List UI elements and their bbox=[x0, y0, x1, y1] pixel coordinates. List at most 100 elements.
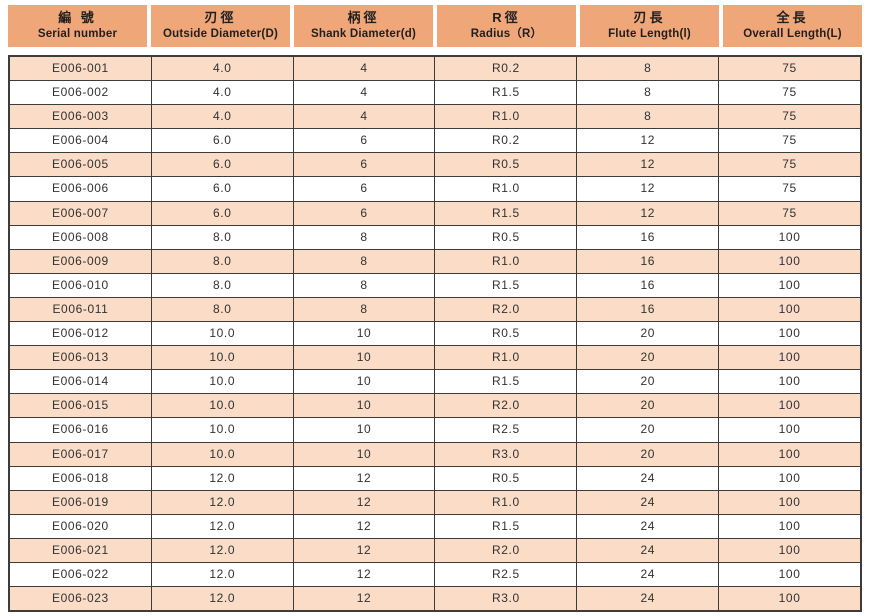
table-row: E006-003 4.0 4 R1.0 8 75 bbox=[10, 104, 860, 129]
table-row: E006-022 12.0 12 R2.5 24 100 bbox=[10, 561, 860, 587]
column-header-zh: R徑 bbox=[492, 10, 521, 26]
table-cell: 10 bbox=[292, 346, 435, 370]
table-row: E006-018 12.0 12 R0.5 24 100 bbox=[10, 465, 860, 490]
table-cell: E006-023 bbox=[51, 591, 109, 606]
table-cell: R1.0 bbox=[434, 490, 576, 514]
table-cell: R1.0 bbox=[434, 346, 576, 370]
table-cell: 8 bbox=[292, 273, 435, 297]
table-cell: 12.0 bbox=[150, 587, 293, 611]
table-cell: 24 bbox=[576, 562, 718, 587]
table-row: E006-008 8.0 8 R0.5 16 100 bbox=[10, 224, 860, 249]
table-cell: R2.0 bbox=[434, 394, 576, 418]
column-header-zh: 刃長 bbox=[633, 10, 666, 26]
table-cell: E006-018 bbox=[51, 470, 109, 485]
table-cell: 10 bbox=[292, 418, 435, 442]
table-cell: 12.0 bbox=[150, 538, 293, 562]
table-cell: 12 bbox=[292, 514, 435, 538]
table-cell: 12 bbox=[576, 201, 718, 225]
table-cell: 10 bbox=[292, 442, 435, 466]
table-cell: 100 bbox=[718, 225, 860, 249]
table-cell: 100 bbox=[718, 322, 860, 346]
table-cell: E006-016 bbox=[51, 422, 109, 437]
table-cell: 4.0 bbox=[150, 81, 293, 105]
table-cell: R0.2 bbox=[434, 57, 576, 81]
table-cell: R2.5 bbox=[434, 418, 576, 442]
table-cell: R2.0 bbox=[434, 297, 576, 322]
table-cell: 75 bbox=[718, 105, 860, 129]
table-cell: 24 bbox=[576, 514, 718, 538]
table-cell: R3.0 bbox=[434, 587, 576, 611]
table-row: E006-012 10.0 10 R0.5 20 100 bbox=[10, 321, 860, 346]
table-cell: 8 bbox=[576, 81, 718, 105]
table-cell: 100 bbox=[718, 587, 860, 611]
table-row: E006-005 6.0 6 R0.5 12 75 bbox=[10, 152, 860, 177]
table-cell: 20 bbox=[576, 418, 718, 442]
table-cell: E006-012 bbox=[51, 326, 109, 341]
column-header-1: 刃徑 Outside Diameter(D) bbox=[151, 5, 290, 47]
table-cell: E006-010 bbox=[51, 277, 109, 292]
column-header-en: Outside Diameter(D) bbox=[163, 27, 278, 40]
table-cell: R1.5 bbox=[434, 81, 576, 105]
table-cell: 8 bbox=[292, 249, 435, 273]
table-row: E006-001 4.0 4 R0.2 8 75 bbox=[10, 57, 860, 81]
table-cell: 20 bbox=[576, 322, 718, 346]
table-cell: R2.5 bbox=[434, 562, 576, 587]
table-body: E006-001 4.0 4 R0.2 8 75 E006-002 4.0 4 R1.5 8 75 … bbox=[8, 55, 862, 613]
table-row: E006-023 12.0 12 R3.0 24 100 bbox=[10, 586, 860, 611]
table-cell: R1.5 bbox=[434, 370, 576, 394]
table-cell: 8 bbox=[292, 225, 435, 249]
table-cell: R1.5 bbox=[434, 201, 576, 225]
table-cell: R1.5 bbox=[434, 514, 576, 538]
table-cell: R0.5 bbox=[434, 153, 576, 177]
table-cell: 12 bbox=[292, 562, 435, 587]
table-cell: 8.0 bbox=[150, 249, 293, 273]
table-cell: 12 bbox=[292, 490, 435, 514]
table-cell: 12 bbox=[292, 466, 435, 490]
table-cell: R0.5 bbox=[434, 322, 576, 346]
table-cell: 100 bbox=[718, 249, 860, 273]
table-cell: 10 bbox=[292, 322, 435, 346]
table-cell: 24 bbox=[576, 587, 718, 611]
column-header-en: Radius（R） bbox=[470, 27, 543, 40]
table-cell: 16 bbox=[576, 225, 718, 249]
table-row: E006-021 12.0 12 R2.0 24 100 bbox=[10, 537, 860, 562]
table-cell: 4 bbox=[292, 57, 435, 81]
table-cell: 100 bbox=[718, 442, 860, 466]
table-cell: 100 bbox=[718, 538, 860, 562]
table-cell: E006-017 bbox=[51, 446, 109, 461]
spec-table: 編 號 Serial number 刃徑 Outside Diameter(D)… bbox=[8, 5, 862, 613]
table-cell: E006-013 bbox=[51, 350, 109, 365]
table-cell: 20 bbox=[576, 370, 718, 394]
table-cell: 24 bbox=[576, 538, 718, 562]
column-header-en: Overall Length(L) bbox=[743, 27, 842, 40]
table-cell: E006-009 bbox=[51, 253, 109, 268]
table-cell: R2.0 bbox=[434, 538, 576, 562]
table-row: E006-013 10.0 10 R1.0 20 100 bbox=[10, 345, 860, 370]
table-cell: 8.0 bbox=[150, 273, 293, 297]
table-cell: 12.0 bbox=[150, 562, 293, 587]
table-row: E006-015 10.0 10 R2.0 20 100 bbox=[10, 393, 860, 418]
table-cell: 12.0 bbox=[150, 490, 293, 514]
table-cell: E006-020 bbox=[51, 518, 109, 533]
table-cell: 20 bbox=[576, 394, 718, 418]
table-cell: 10 bbox=[292, 370, 435, 394]
table-cell: 8.0 bbox=[150, 225, 293, 249]
table-cell: 10.0 bbox=[150, 394, 293, 418]
table-cell: 10.0 bbox=[150, 370, 293, 394]
table-cell: 10.0 bbox=[150, 322, 293, 346]
table-cell: 8 bbox=[576, 105, 718, 129]
table-cell: 100 bbox=[718, 370, 860, 394]
column-header-zh: 柄徑 bbox=[347, 10, 380, 26]
table-cell: 12.0 bbox=[150, 514, 293, 538]
table-cell: 10.0 bbox=[150, 442, 293, 466]
table-cell: R0.2 bbox=[434, 129, 576, 153]
column-header-5: 全長 Overall Length(L) bbox=[723, 5, 862, 47]
table-cell: 10.0 bbox=[150, 418, 293, 442]
table-cell: 100 bbox=[718, 466, 860, 490]
table-cell: 75 bbox=[718, 153, 860, 177]
table-cell: 20 bbox=[576, 442, 718, 466]
table-cell: 100 bbox=[718, 297, 860, 322]
table-cell: 6 bbox=[292, 129, 435, 153]
table-row: E006-011 8.0 8 R2.0 16 100 bbox=[10, 296, 860, 322]
table-cell: R1.0 bbox=[434, 105, 576, 129]
